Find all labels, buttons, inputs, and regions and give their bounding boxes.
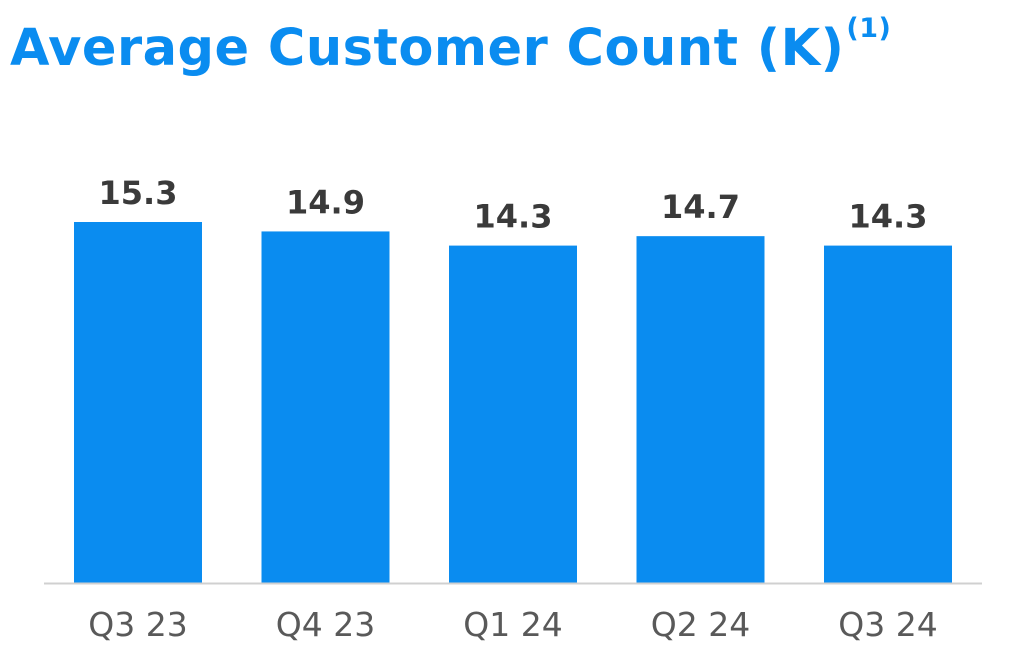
category-label: Q4 23 bbox=[276, 605, 375, 644]
bar-q4-23 bbox=[261, 231, 390, 583]
bar-q3-23 bbox=[74, 222, 202, 583]
title-footnote-marker: (1) bbox=[846, 13, 892, 44]
chart-title-text: Average Customer Count (K) bbox=[10, 19, 845, 78]
value-label: 14.3 bbox=[849, 198, 928, 236]
value-label: 14.3 bbox=[474, 198, 553, 236]
bar-q3-24 bbox=[824, 245, 952, 583]
value-label: 14.9 bbox=[286, 183, 365, 221]
category-labels-group: Q3 23 Q4 23 Q1 24 Q2 24 Q3 24 bbox=[88, 605, 937, 644]
category-label: Q1 24 bbox=[463, 605, 562, 644]
value-label: 14.7 bbox=[661, 188, 740, 226]
category-label: Q3 23 bbox=[88, 605, 187, 644]
chart-title: Average Customer Count (K)(1) bbox=[10, 13, 891, 79]
value-label: 15.3 bbox=[99, 174, 178, 212]
bar-q2-24 bbox=[636, 236, 765, 583]
bar-q1-24 bbox=[449, 245, 577, 583]
bars-group bbox=[74, 222, 952, 583]
category-label: Q3 24 bbox=[838, 605, 937, 644]
category-label: Q2 24 bbox=[651, 605, 750, 644]
value-labels-group: 15.3 14.9 14.3 14.7 14.3 bbox=[99, 174, 928, 236]
